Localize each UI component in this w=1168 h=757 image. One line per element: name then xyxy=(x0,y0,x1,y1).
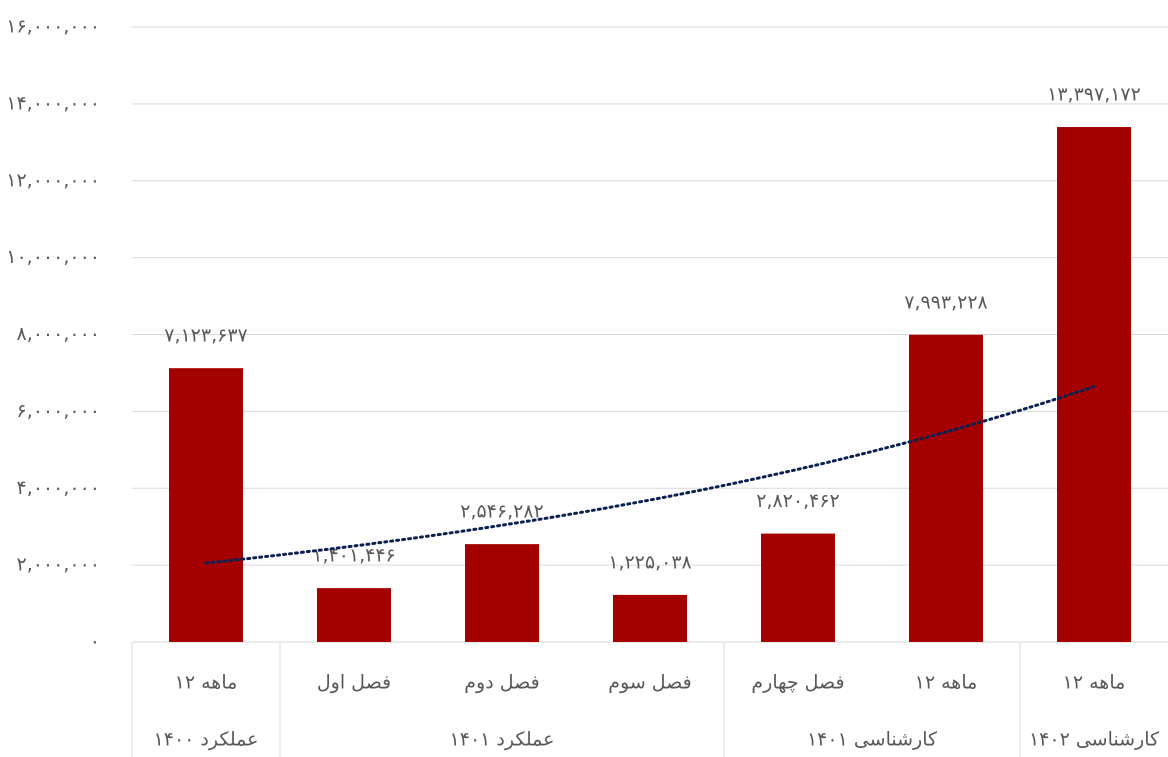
data-label: ۱,۲۲۵,۰۳۸ xyxy=(608,551,692,573)
bar xyxy=(613,594,687,642)
group-label: عملکرد ۱۴۰۱ xyxy=(450,729,555,751)
x-tick-label: فصل اول xyxy=(317,672,391,694)
data-label: ۱,۴۰۱,۴۴۶ xyxy=(312,545,396,567)
y-tick-label: ۴,۰۰۰,۰۰۰ xyxy=(16,477,100,499)
y-tick-label: ۱۲,۰۰۰,۰۰۰ xyxy=(6,169,100,191)
bar xyxy=(465,544,539,642)
data-label: ۱۳,۳۹۷,۱۷۲ xyxy=(1047,84,1141,106)
x-tick-label: ۱۲ ماهه xyxy=(1063,672,1126,694)
data-label: ۷,۹۹۳,۲۲۸ xyxy=(904,291,988,313)
x-tick-label: ۱۲ ماهه xyxy=(915,672,978,694)
y-tick-label: ۸,۰۰۰,۰۰۰ xyxy=(16,323,100,345)
data-label: ۲,۵۴۶,۲۸۲ xyxy=(460,501,544,523)
bar xyxy=(761,533,835,642)
y-tick-label: ۱۰,۰۰۰,۰۰۰ xyxy=(6,246,100,268)
bar xyxy=(909,334,983,642)
data-label: ۷,۱۲۳,۶۳۷ xyxy=(164,325,248,347)
group-label: کارشناسی ۱۴۰۲ xyxy=(1029,729,1160,751)
bar xyxy=(317,588,391,642)
y-tick-label: ۶,۰۰۰,۰۰۰ xyxy=(16,400,100,422)
y-tick-label: ۱۶,۰۰۰,۰۰۰ xyxy=(6,16,100,38)
y-tick-label: ۱۴,۰۰۰,۰۰۰ xyxy=(6,92,100,114)
y-tick-label: ۰ xyxy=(90,631,100,653)
x-tick-label: فصل دوم xyxy=(464,672,539,694)
group-label: عملکرد ۱۴۰۰ xyxy=(154,729,259,751)
group-label: کارشناسی ۱۴۰۱ xyxy=(807,729,938,751)
data-label: ۲,۸۲۰,۴۶۲ xyxy=(756,490,840,512)
x-tick-label: فصل سوم xyxy=(608,672,692,694)
y-tick-label: ۲,۰۰۰,۰۰۰ xyxy=(16,554,100,576)
x-tick-label: فصل چهارم xyxy=(751,672,844,694)
bar xyxy=(169,368,243,642)
x-tick-label: ۱۲ ماهه xyxy=(175,672,238,694)
bar xyxy=(1057,127,1131,642)
trendline xyxy=(204,385,1096,565)
